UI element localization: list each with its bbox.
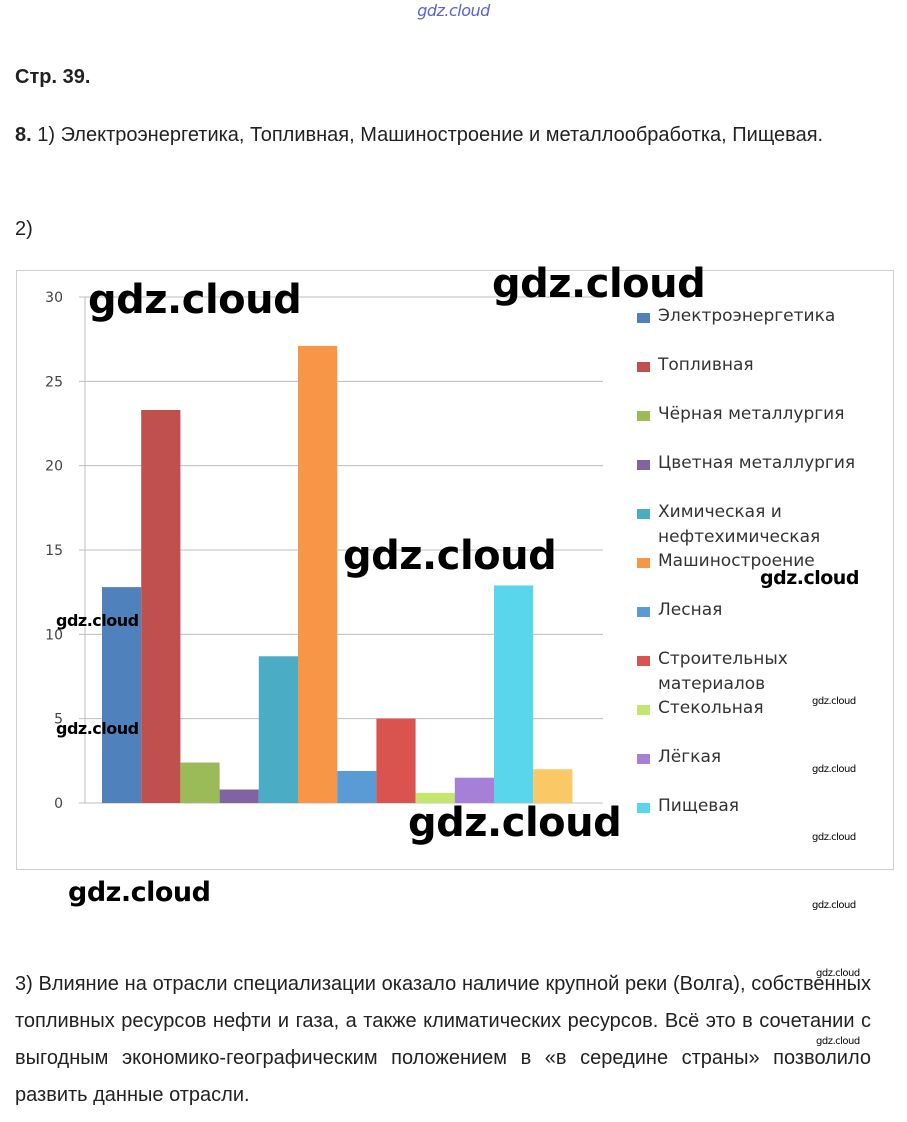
bar [258, 656, 298, 803]
legend-swatch [637, 754, 650, 764]
task-8-part-1-text: 1) Электроэнергетика, Топливная, Машинос… [37, 124, 824, 146]
y-tick-label: 25 [45, 374, 63, 390]
y-tick-label: 20 [45, 459, 63, 475]
legend-swatch [637, 460, 650, 470]
watermark: gdz.cloud [812, 900, 856, 911]
watermark: gdz.cloud [816, 968, 860, 979]
y-tick-label: 10 [45, 627, 63, 643]
watermark: gdz.cloud [760, 567, 859, 589]
legend-label: Электроэнергетика [658, 306, 836, 326]
legend-label: Топливная [658, 355, 754, 375]
watermark: gdz.cloud [343, 533, 557, 579]
bar [454, 777, 494, 803]
bar [337, 770, 377, 803]
task-8-part-1: 8. 1) Электроэнергетика, Топливная, Маши… [15, 117, 871, 154]
task-number: 8. [15, 124, 32, 146]
legend-swatch [637, 803, 650, 813]
bar [219, 789, 259, 803]
legend-label: Машиностроение [658, 551, 815, 571]
bar [494, 585, 534, 803]
watermark: gdz.cloud [68, 877, 211, 908]
legend-label: Лёгкая [658, 747, 722, 767]
legend-swatch [637, 705, 650, 715]
y-tick-label: 30 [45, 290, 63, 306]
legend-swatch [637, 558, 650, 568]
bar [376, 718, 416, 803]
y-tick-label: 0 [54, 796, 63, 812]
legend-label: Химическая и нефтехимическая [658, 502, 821, 547]
legend-swatch [637, 509, 650, 519]
legend-label: Чёрная металлургия [658, 404, 845, 424]
legend-label: Лесная [658, 600, 723, 620]
task-8-part-3: 3) Влияние на отрасли специализации оказ… [15, 973, 871, 1106]
watermark: gdz.cloud [408, 800, 622, 846]
legend-swatch [637, 313, 650, 323]
watermark: gdz.cloud [492, 261, 706, 307]
bar [298, 345, 338, 803]
bar [102, 587, 142, 803]
chart-plot: 0 5 10 15 20 25 30 [45, 290, 603, 812]
legend-swatch [637, 362, 650, 372]
y-tick-label: 15 [45, 543, 63, 559]
watermark: gdz.cloud [56, 611, 139, 630]
legend-swatch [637, 411, 650, 421]
watermark: gdz.cloud [56, 719, 139, 738]
bar [180, 762, 220, 803]
legend-swatch [637, 656, 650, 666]
y-tick-label: 5 [54, 712, 63, 728]
legend-label: Цветная металлургия [658, 453, 856, 473]
legend-label: Строительных материалов [658, 649, 788, 694]
legend-swatch [637, 607, 650, 617]
bar [415, 792, 455, 803]
bar [533, 769, 573, 803]
watermark: gdz.cloud [812, 832, 856, 843]
watermark: gdz.cloud [88, 277, 302, 323]
industry-bar-chart: 0 5 10 15 20 25 30 Электроэнергетика Топливная Ч… [16, 270, 894, 870]
task-8-part-2-label: 2) [15, 218, 33, 240]
legend-label: Стекольная [658, 698, 764, 718]
header-watermark: gdz.cloud [417, 1, 490, 20]
legend-label: Пищевая [658, 796, 739, 816]
watermark: gdz.cloud [812, 696, 856, 707]
watermark: gdz.cloud [816, 1036, 860, 1047]
page-title: Стр. 39. [15, 66, 91, 88]
bar [141, 410, 181, 803]
watermark: gdz.cloud [812, 764, 856, 775]
